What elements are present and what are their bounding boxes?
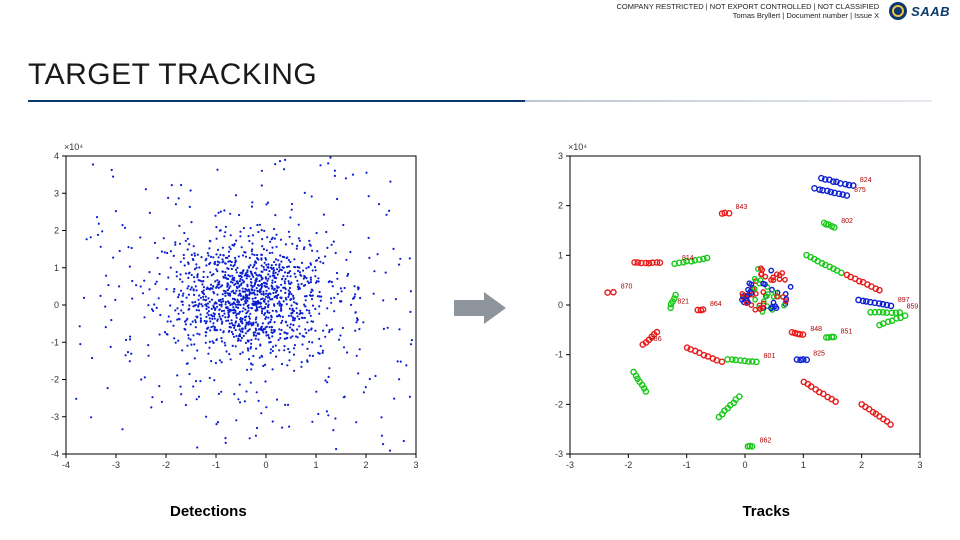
svg-text:875: 875: [854, 186, 866, 193]
svg-text:843: 843: [736, 204, 748, 211]
svg-text:2: 2: [54, 225, 59, 235]
svg-text:-2: -2: [162, 460, 170, 470]
svg-text:-4: -4: [51, 449, 59, 459]
svg-text:-1: -1: [555, 349, 563, 359]
doc-meta-line: Tomas Bryllert | Document number | Issue…: [616, 11, 879, 20]
svg-text:851: 851: [841, 328, 853, 335]
svg-text:825: 825: [813, 350, 825, 357]
title-underline: [28, 100, 932, 102]
svg-text:-1: -1: [51, 337, 59, 347]
svg-text:862: 862: [760, 437, 772, 444]
svg-text:870: 870: [621, 283, 633, 290]
content-area: -4 -3 -2 -1 0 1 2 3 -4 -3 -2 -1 0 1 2 3 4 ×10⁴ -3 -2 -1 0 1 2 3…: [28, 115, 932, 500]
svg-text:2: 2: [558, 200, 563, 210]
svg-text:0: 0: [558, 300, 563, 310]
arrow-icon: [450, 288, 510, 328]
svg-text:0: 0: [54, 300, 59, 310]
svg-text:-1: -1: [683, 460, 691, 470]
svg-text:0: 0: [742, 460, 747, 470]
svg-text:1: 1: [54, 262, 59, 272]
svg-text:-2: -2: [555, 399, 563, 409]
svg-text:864: 864: [710, 300, 722, 307]
svg-text:-2: -2: [51, 374, 59, 384]
svg-text:-4: -4: [62, 460, 70, 470]
svg-text:1: 1: [558, 250, 563, 260]
svg-text:3: 3: [558, 151, 563, 161]
svg-text:-3: -3: [555, 449, 563, 459]
svg-text:×10⁴: ×10⁴: [568, 142, 587, 152]
detections-chart: -4 -3 -2 -1 0 1 2 3 -4 -3 -2 -1 0 1 2 3 4 ×10⁴: [28, 138, 428, 478]
svg-text:859: 859: [907, 303, 919, 310]
svg-text:-1: -1: [212, 460, 220, 470]
svg-text:824: 824: [860, 176, 872, 183]
header-bar: COMPANY RESTRICTED | NOT EXPORT CONTROLL…: [616, 2, 950, 21]
page-title: TARGET TRACKING: [28, 58, 317, 92]
detections-caption: Detections: [170, 503, 247, 520]
svg-text:802: 802: [841, 218, 853, 225]
svg-text:814: 814: [682, 254, 694, 261]
svg-text:2: 2: [363, 460, 368, 470]
saab-roundel-icon: [889, 2, 907, 20]
tracks-chart: -3 -2 -1 0 1 2 3 -3 -2 -1 0 1 2 3 ×10⁴ 824 875 843 802 814 8…: [532, 138, 932, 478]
svg-text:1: 1: [801, 460, 806, 470]
svg-text:×10⁴: ×10⁴: [64, 142, 83, 152]
svg-text:-3: -3: [112, 460, 120, 470]
svg-text:4: 4: [54, 151, 59, 161]
svg-text:1: 1: [313, 460, 318, 470]
svg-text:0: 0: [263, 460, 268, 470]
svg-text:3: 3: [917, 460, 922, 470]
svg-text:848: 848: [810, 325, 822, 332]
svg-text:-3: -3: [566, 460, 574, 470]
svg-text:886: 886: [650, 335, 662, 342]
svg-text:3: 3: [54, 188, 59, 198]
svg-text:3: 3: [413, 460, 418, 470]
classification-text: COMPANY RESTRICTED | NOT EXPORT CONTROLL…: [616, 2, 879, 21]
classification-line: COMPANY RESTRICTED | NOT EXPORT CONTROLL…: [616, 2, 879, 11]
svg-text:-3: -3: [51, 411, 59, 421]
svg-text:-2: -2: [624, 460, 632, 470]
saab-brand: SAAB: [911, 4, 950, 19]
svg-text:2: 2: [859, 460, 864, 470]
svg-text:801: 801: [764, 353, 776, 360]
tracks-caption: Tracks: [742, 503, 790, 520]
svg-text:821: 821: [677, 298, 689, 305]
